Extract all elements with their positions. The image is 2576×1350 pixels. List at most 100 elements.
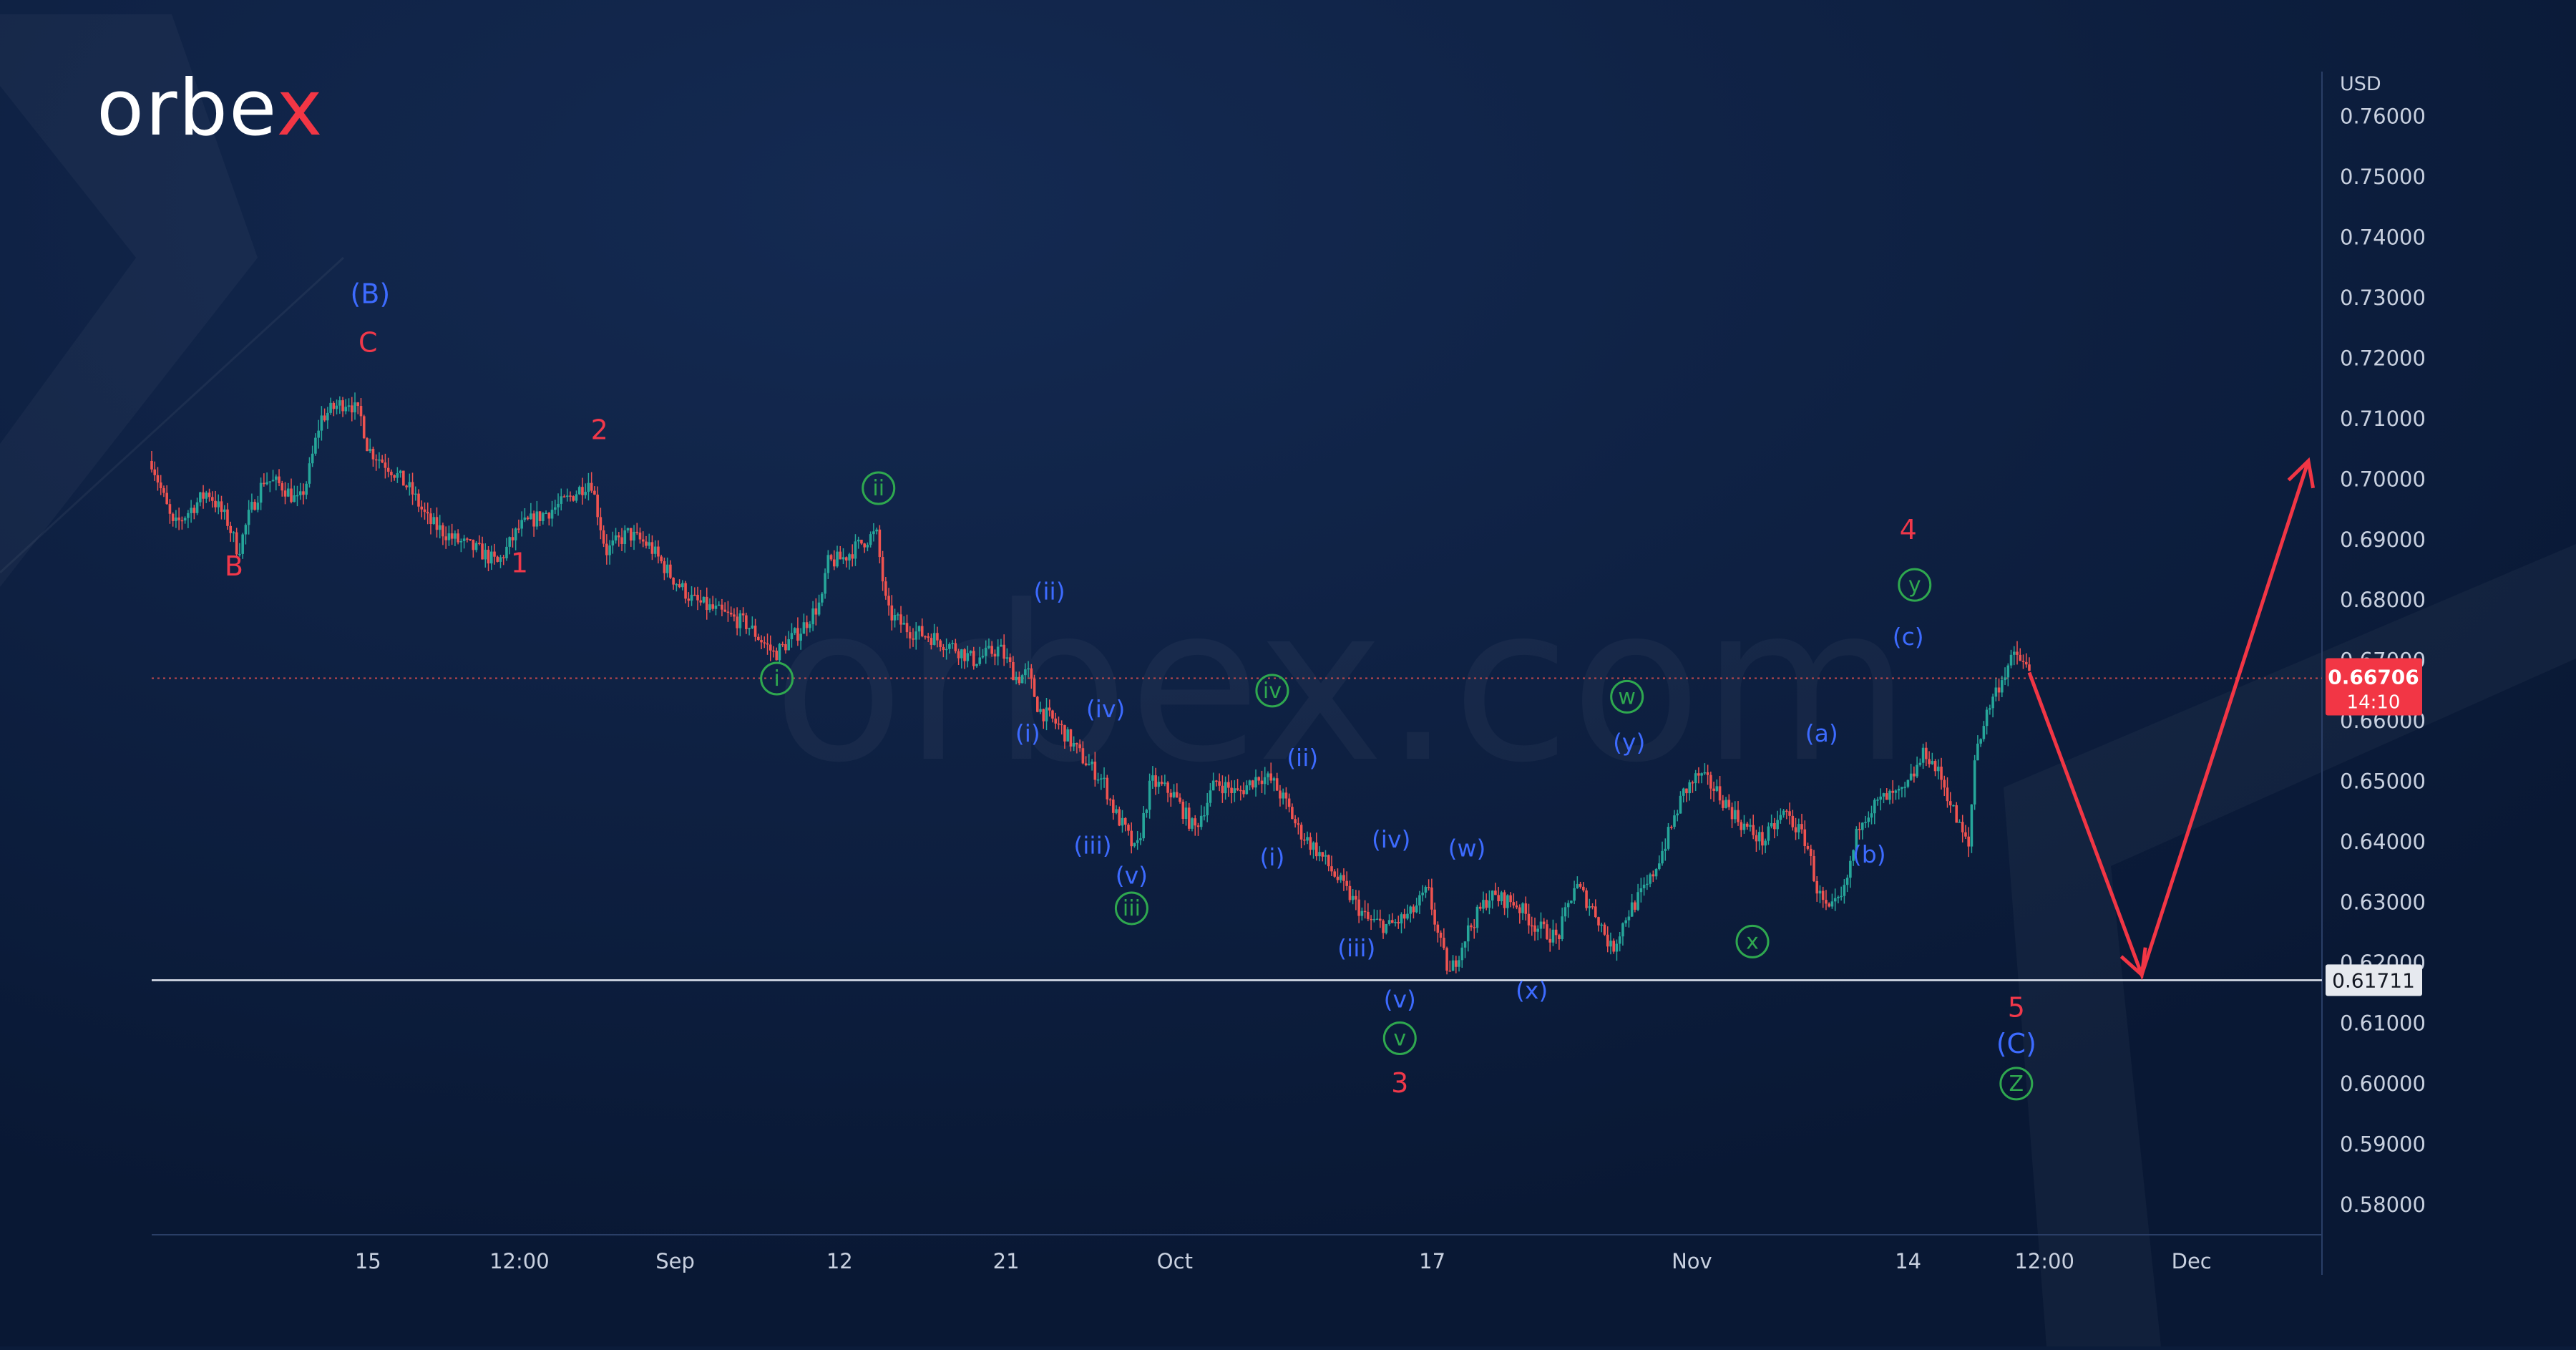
candle-body bbox=[1779, 815, 1782, 820]
candle-body bbox=[217, 501, 220, 508]
candle-body bbox=[1916, 764, 1918, 777]
candle-body bbox=[350, 405, 353, 413]
candle-body bbox=[951, 643, 954, 644]
y-tick-label: 0.65000 bbox=[2340, 769, 2426, 794]
candle-body bbox=[942, 646, 945, 651]
candle-body bbox=[1069, 729, 1073, 747]
candle-body bbox=[1903, 787, 1906, 788]
candle-body bbox=[550, 510, 554, 519]
candle-body bbox=[1548, 938, 1551, 943]
candle-body bbox=[1591, 906, 1594, 908]
candle-body bbox=[1397, 921, 1400, 924]
candle-body bbox=[914, 631, 918, 640]
wave-label: (iii) bbox=[1337, 934, 1375, 962]
candle-body bbox=[356, 402, 360, 407]
candle-body bbox=[359, 406, 363, 417]
candle-body bbox=[314, 437, 317, 454]
candle-body bbox=[1272, 778, 1276, 781]
candle-body bbox=[1324, 855, 1327, 857]
candle-body bbox=[371, 449, 375, 460]
candle-body bbox=[790, 633, 794, 640]
candle-body bbox=[1063, 725, 1066, 742]
candle-body bbox=[665, 564, 669, 573]
candle-body bbox=[1858, 828, 1861, 830]
candle-body bbox=[469, 539, 472, 540]
candle-body bbox=[1284, 792, 1288, 799]
candle-body bbox=[311, 453, 314, 464]
candle-body bbox=[826, 555, 830, 573]
candle-body bbox=[1654, 869, 1658, 877]
candle-body bbox=[1491, 890, 1494, 901]
candle-body bbox=[1372, 919, 1376, 921]
candle-body bbox=[369, 449, 372, 452]
candle-body bbox=[711, 604, 715, 609]
candle-body bbox=[1767, 826, 1770, 841]
candle-body bbox=[2024, 661, 2028, 665]
candle-body bbox=[1351, 895, 1355, 900]
y-tick-label: 0.72000 bbox=[2340, 346, 2426, 370]
candle-body bbox=[963, 649, 966, 661]
candle-body bbox=[633, 531, 635, 541]
candle-body bbox=[1813, 856, 1815, 881]
candle-body bbox=[353, 402, 356, 413]
price-levels-layer bbox=[152, 677, 2322, 981]
wave-label-circle bbox=[1898, 568, 1932, 602]
candle-body bbox=[1136, 840, 1139, 843]
candle-body bbox=[1121, 817, 1124, 826]
candle-body bbox=[1206, 802, 1209, 816]
candle-body bbox=[993, 654, 997, 657]
candle-body bbox=[190, 508, 192, 513]
candle-body bbox=[1309, 837, 1312, 850]
candle-body bbox=[897, 614, 899, 616]
candle-body bbox=[165, 492, 168, 505]
candle-body bbox=[653, 546, 657, 554]
candle-body bbox=[681, 583, 684, 588]
candle-body bbox=[562, 496, 566, 497]
candle-body bbox=[1269, 773, 1273, 781]
candle-body bbox=[1752, 825, 1755, 835]
candle-body bbox=[320, 415, 323, 431]
candle-body bbox=[684, 583, 687, 599]
wave-label: ii bbox=[872, 476, 884, 501]
candle-body bbox=[1830, 901, 1834, 907]
wave-label-circle bbox=[1255, 674, 1289, 708]
candle-body bbox=[978, 657, 982, 664]
candle-body bbox=[2006, 665, 2010, 678]
candle-body bbox=[1297, 823, 1300, 825]
candle-body bbox=[1573, 888, 1576, 901]
candle-body bbox=[317, 430, 320, 438]
wave-label: (v) bbox=[1116, 861, 1148, 889]
candle-body bbox=[1196, 825, 1200, 827]
candle-body bbox=[1470, 925, 1473, 928]
candle-body bbox=[302, 491, 305, 495]
candle-body bbox=[638, 533, 642, 540]
wave-label-circle bbox=[1610, 679, 1644, 714]
candle-body bbox=[793, 628, 796, 633]
candle-body bbox=[514, 528, 517, 540]
candle-body bbox=[1436, 924, 1440, 933]
candle-body bbox=[1737, 810, 1740, 822]
candle-body bbox=[1658, 863, 1661, 870]
candle-body bbox=[1494, 890, 1497, 895]
candle-body bbox=[1106, 777, 1109, 800]
candle-body bbox=[1039, 709, 1042, 712]
candle-body bbox=[1027, 668, 1030, 670]
candle-body bbox=[1211, 780, 1215, 791]
candle-body bbox=[210, 497, 214, 501]
candle-body bbox=[930, 638, 933, 645]
candle-body bbox=[1909, 773, 1913, 780]
candle-body bbox=[1933, 761, 1937, 772]
candle-body bbox=[1718, 786, 1722, 801]
candle-body bbox=[1448, 970, 1452, 972]
candle-body bbox=[738, 613, 742, 628]
candle-body bbox=[496, 556, 499, 562]
candle-body bbox=[487, 550, 490, 564]
candle-body bbox=[447, 533, 451, 540]
candle-body bbox=[1263, 777, 1267, 785]
candle-body bbox=[338, 400, 341, 406]
candle-body bbox=[1339, 875, 1342, 880]
candle-body bbox=[435, 517, 439, 530]
candle-body bbox=[763, 642, 766, 644]
